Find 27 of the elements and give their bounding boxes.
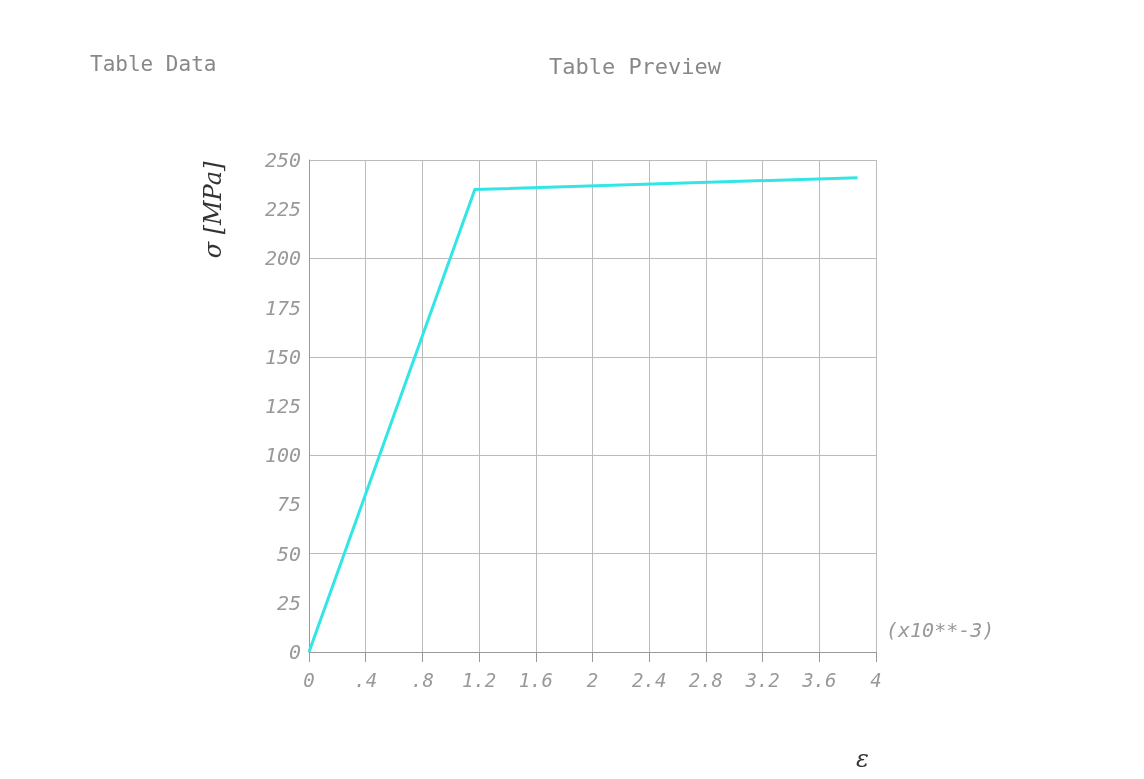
x-tick-label: .8 [410,668,434,691]
y-tick-label: 125 [264,394,301,418]
text: (x10**-3) [886,618,995,642]
y-tick-label: 75 [276,492,301,517]
y-tick-label: 100 [264,443,301,468]
x-tick-label: .4 [354,668,378,691]
chart-subtitle: Table Data [90,51,217,76]
y-tick-label: 200 [264,246,301,271]
x-tick-label: 1.2 [461,668,497,691]
y-tick-label: 25 [276,590,301,615]
x-tick-label: 0 [303,668,315,691]
x-tick-label: 2.4 [632,668,667,691]
y-tick-label: 175 [264,295,301,320]
x-tick-label: 2.8 [688,668,724,691]
y-tick-label: 0 [288,640,301,664]
y-tick-label: 250 [264,148,301,172]
x-axis-title: ε [856,745,869,773]
x-tick-label: 3.2 [744,668,780,691]
y-axis-title: σ [MPa] [199,161,227,259]
x-tick-label: 4 [870,668,882,691]
x-tick-label: 2 [586,668,599,691]
x-tick-label: 1.6 [518,668,553,691]
y-tick-label: 50 [276,541,301,566]
y-tick-label: 150 [264,344,301,369]
y-tick-label: 225 [264,197,301,222]
chart-title: Table Preview [548,53,722,79]
x-tick-label: 3.6 [801,668,837,691]
